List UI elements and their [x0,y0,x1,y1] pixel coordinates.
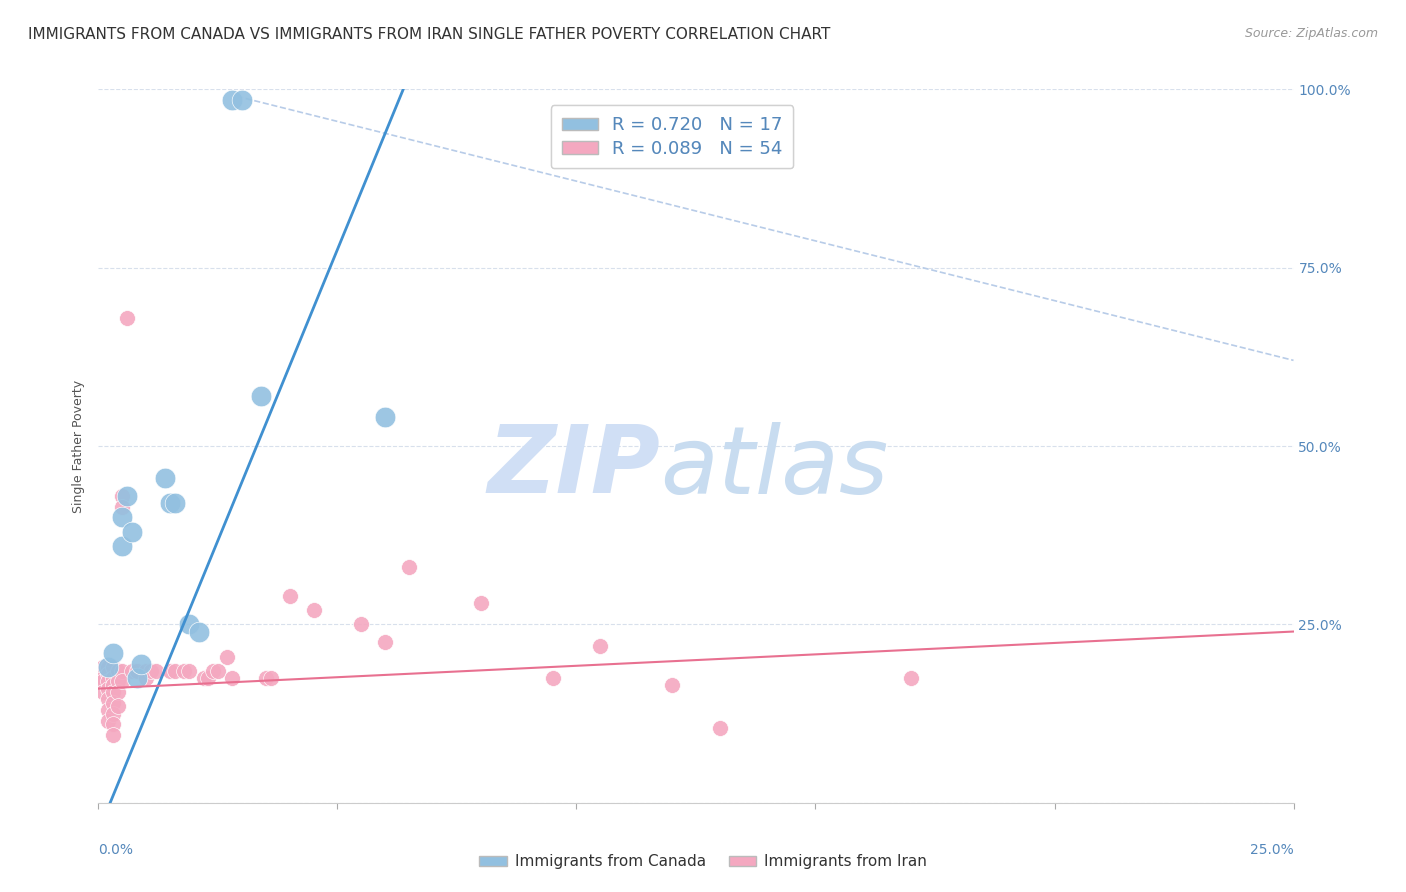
Point [470,596,492,610]
Point [111,674,134,689]
Point [97,660,120,674]
Point [97,667,120,681]
Point [193,671,215,685]
Point [259,671,281,685]
Point [115,489,138,503]
Point [91,671,114,685]
Point [101,728,124,742]
Point [125,664,148,678]
Point [107,674,129,689]
Legend: Immigrants from Canada, Immigrants from Iran: Immigrants from Canada, Immigrants from … [474,848,932,875]
Point [101,660,124,674]
Point [97,714,120,728]
Legend: R = 0.720   N = 17, R = 0.089   N = 54: R = 0.720 N = 17, R = 0.089 N = 54 [551,105,793,169]
Point [661,678,683,692]
Text: 25.0%: 25.0% [1250,843,1294,857]
Point [101,696,124,710]
Point [91,660,114,674]
Point [350,617,373,632]
Point [101,706,124,721]
Point [398,560,420,574]
Point [131,657,153,671]
Point [121,664,143,678]
Point [302,603,325,617]
Point [155,471,177,485]
Point [121,524,143,539]
Point [111,489,134,503]
Point [111,664,134,678]
Point [101,717,124,731]
Point [135,664,157,678]
Point [900,671,922,685]
Point [91,685,114,699]
Text: ZIP: ZIP [488,421,661,514]
Point [101,671,124,685]
Point [111,500,134,514]
Point [145,664,167,678]
Point [231,93,253,107]
Point [91,674,114,689]
Point [709,721,731,735]
Point [374,635,396,649]
Point [163,496,186,510]
Point [125,671,148,685]
Point [197,671,219,685]
Point [254,671,277,685]
Point [111,510,134,524]
Point [163,664,186,678]
Point [278,589,301,603]
Text: Source: ZipAtlas.com: Source: ZipAtlas.com [1244,27,1378,40]
Point [217,649,239,664]
Point [101,678,124,692]
Point [187,624,209,639]
Point [97,681,120,696]
Point [179,664,201,678]
Point [202,664,225,678]
Point [97,692,120,706]
Point [97,660,120,674]
Point [221,93,243,107]
Point [107,685,129,699]
Point [107,664,129,678]
Point [97,674,120,689]
Point [179,617,201,632]
Y-axis label: Single Father Poverty: Single Father Poverty [72,379,86,513]
Point [173,664,195,678]
Point [97,703,120,717]
Point [139,664,162,678]
Point [374,410,396,425]
Point [159,496,181,510]
Point [101,646,124,660]
Point [250,389,273,403]
Text: atlas: atlas [661,422,889,513]
Point [541,671,564,685]
Text: 0.0%: 0.0% [98,843,134,857]
Point [589,639,612,653]
Point [159,664,181,678]
Point [115,310,138,325]
Point [107,699,129,714]
Text: IMMIGRANTS FROM CANADA VS IMMIGRANTS FROM IRAN SINGLE FATHER POVERTY CORRELATION: IMMIGRANTS FROM CANADA VS IMMIGRANTS FRO… [28,27,831,42]
Point [111,539,134,553]
Point [221,671,243,685]
Point [207,664,229,678]
Point [101,685,124,699]
Point [135,671,157,685]
